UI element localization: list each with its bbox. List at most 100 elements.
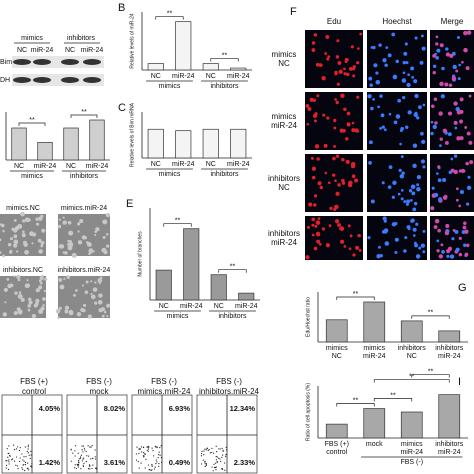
nucleus bbox=[368, 140, 373, 145]
event bbox=[203, 450, 205, 452]
nucleus bbox=[311, 41, 316, 45]
blot-strip bbox=[12, 56, 104, 68]
nucleus bbox=[326, 57, 330, 61]
event bbox=[154, 466, 156, 468]
event bbox=[145, 458, 147, 460]
event bbox=[21, 453, 23, 455]
blot-band bbox=[13, 77, 31, 83]
nucleus bbox=[453, 154, 458, 158]
nucleus bbox=[438, 111, 443, 116]
nucleus bbox=[350, 45, 354, 49]
nucleus bbox=[434, 192, 439, 198]
cell bbox=[40, 240, 45, 245]
flow-upper: 4.05% bbox=[39, 404, 61, 413]
event bbox=[83, 462, 85, 464]
cell bbox=[68, 230, 74, 236]
cell bbox=[38, 309, 44, 314]
cell bbox=[97, 278, 103, 283]
nucleus bbox=[445, 47, 449, 51]
nucleus bbox=[458, 63, 461, 67]
nucleus bbox=[413, 79, 418, 84]
nucleus bbox=[463, 47, 468, 53]
event bbox=[211, 451, 213, 454]
nucleus bbox=[441, 66, 445, 71]
x-tick-label: mimics bbox=[326, 345, 348, 352]
bar bbox=[89, 119, 105, 161]
nucleus bbox=[338, 69, 343, 74]
event bbox=[88, 455, 90, 457]
nucleus bbox=[372, 45, 376, 50]
cell bbox=[2, 312, 7, 317]
event bbox=[222, 449, 224, 451]
cell bbox=[94, 233, 97, 236]
event bbox=[225, 453, 227, 456]
event bbox=[218, 457, 220, 459]
nucleus bbox=[462, 225, 467, 230]
panel-letter: I bbox=[458, 376, 461, 388]
flow-upper: 6.93% bbox=[169, 404, 191, 413]
cell bbox=[98, 282, 101, 285]
cell bbox=[58, 218, 62, 221]
cell bbox=[0, 251, 2, 255]
event bbox=[155, 459, 157, 461]
significance-label: ** bbox=[428, 310, 434, 317]
event bbox=[209, 452, 212, 454]
cell bbox=[58, 277, 63, 282]
event bbox=[205, 464, 207, 466]
event bbox=[24, 461, 27, 464]
bar bbox=[325, 423, 348, 439]
bar bbox=[230, 67, 247, 71]
nucleus bbox=[399, 174, 405, 179]
nucleus bbox=[376, 254, 381, 259]
nucleus bbox=[321, 76, 326, 81]
nucleus bbox=[454, 230, 459, 234]
nucleus bbox=[432, 124, 437, 130]
nucleus bbox=[431, 186, 435, 190]
cell bbox=[90, 292, 93, 296]
nucleus bbox=[410, 184, 416, 190]
cell bbox=[87, 314, 93, 319]
nucleus bbox=[305, 103, 310, 108]
nucleus bbox=[436, 172, 439, 175]
bar bbox=[147, 128, 164, 159]
cell bbox=[13, 228, 18, 233]
blot-lane: NC bbox=[65, 47, 75, 54]
event bbox=[92, 464, 94, 466]
bar bbox=[175, 130, 192, 159]
cell bbox=[17, 294, 23, 299]
cell bbox=[77, 240, 83, 245]
cell bbox=[6, 277, 10, 281]
cell bbox=[59, 244, 65, 249]
nucleus bbox=[466, 202, 470, 206]
nucleus bbox=[403, 51, 408, 56]
nucleus bbox=[373, 63, 378, 68]
event bbox=[19, 447, 21, 449]
event bbox=[213, 463, 215, 466]
nucleus bbox=[369, 83, 373, 87]
event bbox=[216, 451, 218, 453]
event bbox=[22, 468, 24, 470]
event bbox=[94, 467, 97, 469]
event bbox=[138, 448, 140, 450]
cell bbox=[101, 314, 105, 318]
significance-bracket bbox=[373, 398, 413, 402]
fluor-image bbox=[430, 92, 474, 150]
nucleus bbox=[416, 183, 420, 187]
x-tick-label: mimics bbox=[363, 345, 385, 352]
flow-title: FBS (+) bbox=[20, 377, 48, 386]
nucleus bbox=[430, 131, 434, 136]
nucleus bbox=[307, 106, 312, 111]
event bbox=[80, 456, 82, 458]
x-tick-label: miR-24 bbox=[227, 161, 250, 168]
nucleus bbox=[406, 82, 411, 88]
nucleus bbox=[451, 76, 457, 81]
event bbox=[221, 454, 224, 456]
cell bbox=[81, 284, 85, 287]
nucleus bbox=[405, 202, 409, 206]
event bbox=[23, 464, 25, 466]
cell bbox=[84, 290, 89, 294]
cell bbox=[39, 281, 43, 285]
nucleus bbox=[343, 72, 347, 76]
nucleus bbox=[437, 178, 442, 183]
panel-letter: F bbox=[290, 6, 297, 18]
